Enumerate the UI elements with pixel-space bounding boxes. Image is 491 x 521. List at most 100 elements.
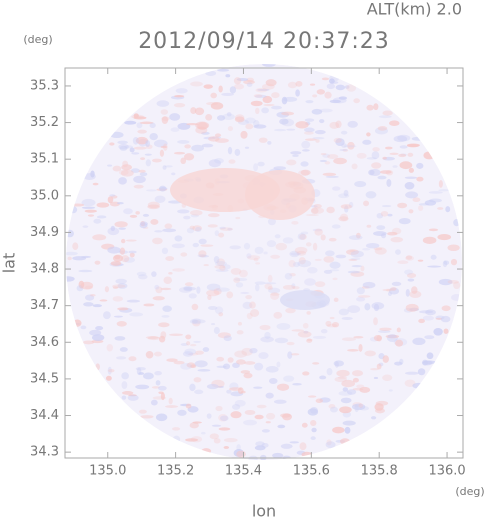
echo-patch (347, 348, 359, 352)
echo-patch (280, 443, 293, 449)
echo-patch (192, 319, 201, 327)
echo-patch (347, 270, 360, 274)
echo-patch (305, 214, 319, 217)
echo-patch (363, 200, 370, 207)
echo-patch (280, 290, 330, 310)
echo-patch (133, 146, 147, 150)
echo-patch (168, 397, 173, 405)
echo-patch (405, 289, 410, 297)
echo-patch (198, 250, 207, 258)
echo-patch (409, 290, 422, 299)
echo-patch (276, 361, 281, 368)
echo-patch (290, 151, 302, 155)
echo-patch (340, 438, 351, 445)
echo-patch (116, 356, 127, 360)
echo-patch (344, 426, 351, 434)
echo-patch (411, 136, 426, 141)
echo-patch (175, 88, 188, 94)
echo-patch (332, 426, 345, 434)
echo-patch (191, 303, 199, 311)
echo-patch (274, 337, 289, 344)
echo-patch (300, 161, 309, 167)
echo-patch (235, 282, 244, 288)
y-tick-label: 34.8 (30, 262, 59, 277)
echo-patch (275, 242, 288, 251)
echo-patch (135, 366, 146, 371)
echo-patch (267, 274, 273, 283)
echo-patch (300, 231, 309, 235)
echo-patch (127, 394, 139, 401)
echo-patch (382, 110, 393, 116)
echo-patch (147, 201, 160, 209)
echo-patch (265, 392, 274, 399)
echo-patch (118, 177, 127, 185)
echo-patch (133, 175, 146, 184)
echo-patch (280, 413, 291, 418)
echo-patch (256, 404, 267, 409)
echo-patch (229, 86, 237, 94)
echo-patch (128, 394, 137, 397)
echo-patch (328, 237, 337, 242)
echo-patch (365, 191, 377, 199)
echo-patch (369, 168, 381, 177)
echo-patch (270, 292, 280, 300)
echo-patch (140, 157, 145, 161)
echo-patch (332, 277, 338, 281)
echo-patch (173, 151, 186, 155)
echo-patch (356, 287, 365, 295)
echo-patch (326, 367, 333, 376)
echo-patch (385, 334, 400, 339)
echo-patch (307, 408, 319, 416)
echo-patch (311, 427, 317, 433)
echo-patch (172, 435, 181, 443)
echo-patch (223, 438, 238, 443)
echo-patch (236, 450, 246, 458)
echo-patch (267, 141, 272, 145)
echo-patch (236, 444, 241, 451)
echo-patch (377, 125, 388, 131)
echo-patch (89, 294, 96, 297)
echo-patch (191, 319, 206, 324)
echo-patch (270, 292, 280, 296)
echo-patch (299, 233, 307, 240)
echo-patch (216, 258, 226, 267)
echo-patch (359, 406, 370, 411)
echo-patch (351, 163, 358, 170)
echo-patch (240, 130, 248, 139)
echo-patch (84, 209, 97, 213)
echo-patch (333, 360, 345, 367)
echo-patch (121, 238, 126, 244)
echo-patch (138, 409, 147, 414)
echo-patch (297, 259, 312, 268)
echo-patch (314, 129, 326, 135)
echo-patch (258, 137, 268, 143)
echo-patch (130, 168, 140, 173)
echo-patch (227, 126, 233, 132)
echo-patch (138, 169, 146, 173)
echo-patch (225, 74, 231, 78)
echo-patch (265, 421, 271, 424)
echo-patch (306, 338, 313, 342)
echo-patch (165, 405, 179, 408)
echo-patch (331, 224, 341, 229)
echo-patch (238, 269, 248, 278)
echo-patch (253, 386, 263, 389)
echo-patch (366, 157, 377, 160)
echo-patch (209, 433, 219, 440)
echo-patch (364, 303, 371, 311)
echo-patch (387, 213, 393, 217)
echo-patch (338, 96, 347, 100)
echo-patch (299, 442, 307, 451)
echo-patch (220, 415, 229, 422)
echo-patch (105, 375, 112, 381)
echo-patch (169, 113, 181, 121)
echo-patch (183, 286, 197, 291)
echo-patch (189, 422, 199, 429)
echo-patch (306, 311, 311, 315)
echo-patch (121, 372, 129, 380)
echo-patch (144, 153, 152, 156)
echo-patch (129, 252, 135, 258)
echo-patch (440, 315, 451, 323)
echo-patch (242, 301, 253, 310)
echo-patch (254, 281, 266, 285)
